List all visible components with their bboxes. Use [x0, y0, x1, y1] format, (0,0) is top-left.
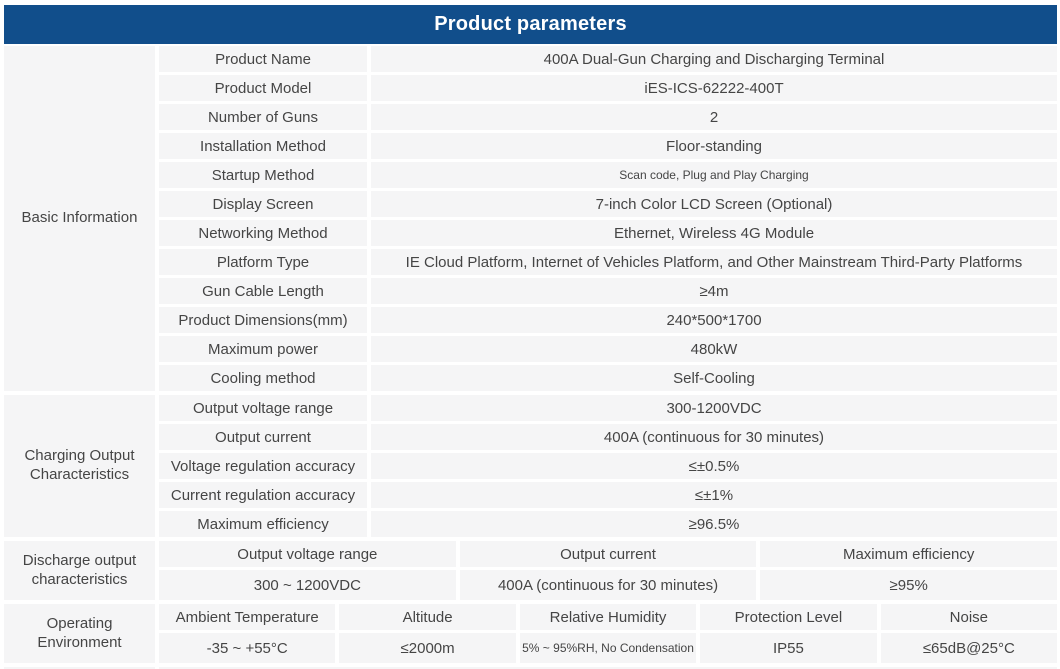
- value-cell: 480kW: [371, 336, 1057, 362]
- param-cell: Product Name: [159, 46, 367, 72]
- param-cell: [4, 667, 155, 669]
- value-cell: Self-Cooling: [371, 365, 1057, 391]
- value-cell: IE Cloud Platform, Internet of Vehicles …: [371, 249, 1057, 275]
- table-row: Maximum efficiency ≥96.5%: [159, 511, 1057, 537]
- param-cell: Current regulation accuracy: [159, 482, 367, 508]
- value-cell: ≤±0.5%: [371, 453, 1057, 479]
- section-basic-information: Basic Information Product Name 400A Dual…: [4, 46, 1057, 391]
- param-cell: Maximum efficiency: [159, 511, 367, 537]
- section-label-charging-output: Charging Output Characteristics: [4, 395, 155, 537]
- column-header-cell: Ambient Temperature: [159, 604, 336, 630]
- table-row: Output voltage range 300-1200VDC: [159, 395, 1057, 421]
- table-row: Cooling method Self-Cooling: [159, 365, 1057, 391]
- table-row: Voltage regulation accuracy ≤±0.5%: [159, 453, 1057, 479]
- param-cell: Platform Type: [159, 249, 367, 275]
- table-row: -35 ~ +55°C ≤2000m 5% ~ 95%RH, No Conden…: [159, 633, 1058, 663]
- section-operating-environment: Operating Environment Ambient Temperatur…: [4, 604, 1058, 663]
- table-row: Product Model iES-ICS-62222-400T: [159, 75, 1057, 101]
- value-cell: 240*500*1700: [371, 307, 1057, 333]
- column-header-cell: Relative Humidity: [519, 604, 697, 630]
- value-cell: ≥95%: [760, 570, 1058, 600]
- value-cell: IP55: [700, 633, 877, 663]
- column-header-cell: Output voltage range: [159, 541, 456, 567]
- param-cell: Startup Method: [159, 162, 367, 188]
- param-cell: Display Screen: [159, 191, 367, 217]
- table-row: 300 ~ 1200VDC 400A (continuous for 30 mi…: [159, 570, 1058, 600]
- value-cell: [159, 667, 1057, 669]
- column-header-cell: Protection Level: [700, 604, 877, 630]
- param-cell: Voltage regulation accuracy: [159, 453, 367, 479]
- value-cell: Scan code, Plug and Play Charging: [371, 162, 1057, 188]
- param-cell: Networking Method: [159, 220, 367, 246]
- value-cell: Floor-standing: [371, 133, 1057, 159]
- section-label-operating-environment: Operating Environment: [4, 604, 155, 663]
- table-row: Current regulation accuracy ≤±1%: [159, 482, 1057, 508]
- param-cell: Maximum power: [159, 336, 367, 362]
- table-row: Output voltage range Output current Maxi…: [159, 541, 1058, 567]
- table-row: Installation Method Floor-standing: [159, 133, 1057, 159]
- param-cell: Gun Cable Length: [159, 278, 367, 304]
- title-bar: Product parameters: [4, 5, 1057, 44]
- table-row: Display Screen 7-inch Color LCD Screen (…: [159, 191, 1057, 217]
- param-cell: Number of Guns: [159, 104, 367, 130]
- section-charging-output: Charging Output Characteristics Output v…: [4, 395, 1057, 537]
- value-cell: 2: [371, 104, 1057, 130]
- table-row: Startup Method Scan code, Plug and Play …: [159, 162, 1057, 188]
- param-cell: Cooling method: [159, 365, 367, 391]
- column-header-cell: Output current: [459, 541, 757, 567]
- table-row: Product Name 400A Dual-Gun Charging and …: [159, 46, 1057, 72]
- value-cell: ≤65dB@25°C: [880, 633, 1058, 663]
- value-cell: ≤±1%: [371, 482, 1057, 508]
- value-cell: 300-1200VDC: [371, 395, 1057, 421]
- value-cell: Ethernet, Wireless 4G Module: [371, 220, 1057, 246]
- value-cell: 7-inch Color LCD Screen (Optional): [371, 191, 1057, 217]
- table-row: Maximum power 480kW: [159, 336, 1057, 362]
- section-label-discharge-output: Discharge output characteristics: [4, 541, 155, 600]
- param-cell: Product Model: [159, 75, 367, 101]
- column-header-cell: Altitude: [339, 604, 516, 630]
- value-cell: iES-ICS-62222-400T: [371, 75, 1057, 101]
- param-cell: Output current: [159, 424, 367, 450]
- table-row: Product Dimensions(mm) 240*500*1700: [159, 307, 1057, 333]
- table-row: Platform Type IE Cloud Platform, Interne…: [159, 249, 1057, 275]
- column-header-cell: Maximum efficiency: [760, 541, 1058, 567]
- table-row: Number of Guns 2: [159, 104, 1057, 130]
- param-cell: Installation Method: [159, 133, 367, 159]
- table-row: Gun Cable Length ≥4m: [159, 278, 1057, 304]
- value-cell: 400A Dual-Gun Charging and Discharging T…: [371, 46, 1057, 72]
- column-header-cell: Noise: [880, 604, 1058, 630]
- table-row: Ambient Temperature Altitude Relative Hu…: [159, 604, 1058, 630]
- value-cell: 400A (continuous for 30 minutes): [371, 424, 1057, 450]
- param-cell: Product Dimensions(mm): [159, 307, 367, 333]
- page-title: Product parameters: [434, 13, 627, 35]
- value-cell: -35 ~ +55°C: [159, 633, 336, 663]
- cutoff-row: [4, 667, 1057, 669]
- value-cell: ≤2000m: [339, 633, 516, 663]
- section-label-basic-information: Basic Information: [4, 46, 155, 391]
- value-cell: 5% ~ 95%RH, No Condensation: [519, 633, 697, 663]
- value-cell: 300 ~ 1200VDC: [159, 570, 456, 600]
- param-cell: Output voltage range: [159, 395, 367, 421]
- value-cell: ≥4m: [371, 278, 1057, 304]
- parameters-table: Basic Information Product Name 400A Dual…: [4, 46, 1058, 669]
- table-row: Output current 400A (continuous for 30 m…: [159, 424, 1057, 450]
- section-discharge-output: Discharge output characteristics Output …: [4, 541, 1058, 600]
- value-cell: 400A (continuous for 30 minutes): [459, 570, 757, 600]
- value-cell: ≥96.5%: [371, 511, 1057, 537]
- table-row: Networking Method Ethernet, Wireless 4G …: [159, 220, 1057, 246]
